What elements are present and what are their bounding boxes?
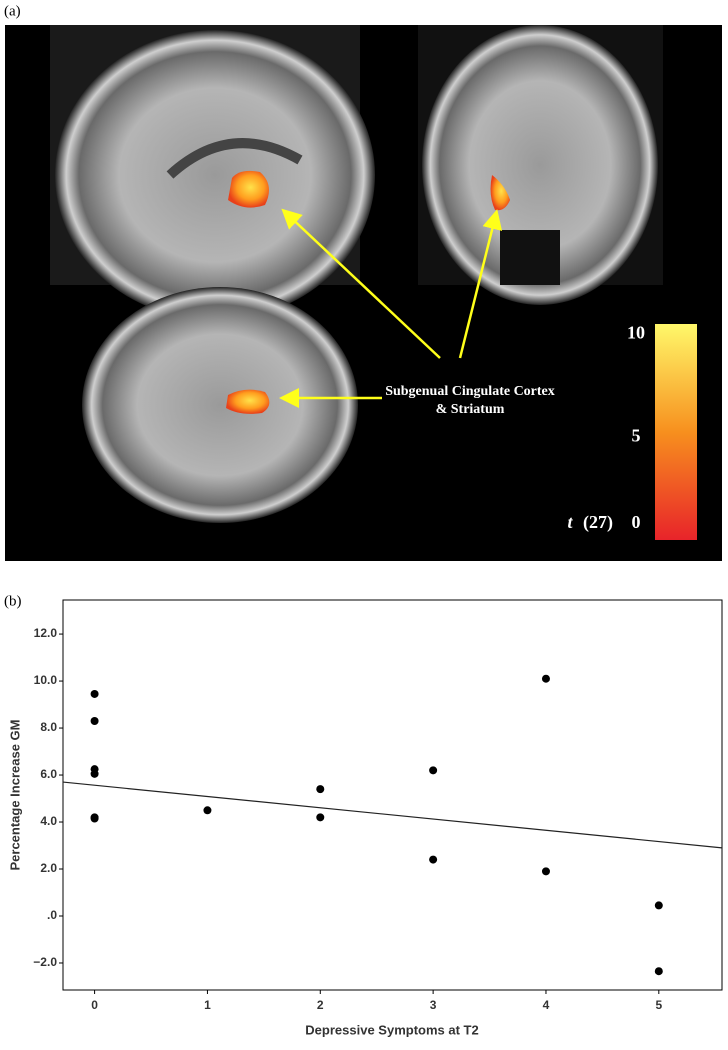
colorbar-tick-label: 0 bbox=[632, 512, 641, 532]
axial-slice bbox=[82, 287, 358, 523]
y-tick-label: 12.0 bbox=[34, 626, 58, 640]
x-tick-label: 4 bbox=[543, 998, 550, 1012]
y-tick-label: 10.0 bbox=[34, 673, 58, 687]
panel-label: (b) bbox=[4, 593, 22, 609]
y-tick-label: 8.0 bbox=[40, 720, 57, 734]
point bbox=[90, 689, 99, 698]
x-tick-label: 0 bbox=[91, 998, 98, 1012]
x-tick-label: 3 bbox=[430, 998, 437, 1012]
colorbar bbox=[655, 324, 697, 540]
brain-outline bbox=[82, 287, 358, 523]
colorbar-tick-label: 5 bbox=[632, 425, 641, 445]
point bbox=[654, 901, 663, 910]
brain-outline bbox=[55, 30, 375, 320]
point bbox=[316, 785, 325, 794]
coronal-slice bbox=[418, 25, 663, 305]
arrow bbox=[281, 208, 441, 359]
activation-blob bbox=[226, 389, 270, 414]
y-tick-label: 6.0 bbox=[40, 767, 57, 781]
colorbar-variable: t bbox=[567, 512, 573, 532]
plot-frame bbox=[62, 599, 723, 991]
x-tick-label: 5 bbox=[655, 998, 662, 1012]
point bbox=[429, 855, 438, 864]
point bbox=[90, 769, 99, 778]
point bbox=[316, 813, 325, 822]
arrow bbox=[458, 209, 503, 359]
point bbox=[654, 967, 663, 976]
x-tick-label: 1 bbox=[204, 998, 211, 1012]
point bbox=[203, 806, 212, 815]
point bbox=[90, 814, 99, 823]
annotation: & Striatum bbox=[436, 402, 505, 417]
point bbox=[429, 766, 438, 775]
activation-blob bbox=[490, 175, 510, 211]
y-tick-label: 4.0 bbox=[40, 814, 57, 828]
y-tick-label: .0 bbox=[47, 908, 57, 922]
panel-label: (a) bbox=[4, 3, 21, 19]
slice-shadow bbox=[500, 230, 560, 285]
annotation: Subgenual Cingulate Cortex bbox=[385, 384, 555, 399]
point bbox=[90, 716, 99, 725]
sagittal-slice bbox=[50, 25, 375, 320]
y-tick-label: 2.0 bbox=[40, 861, 57, 875]
point bbox=[541, 674, 550, 683]
point bbox=[541, 867, 550, 876]
brain-outline bbox=[422, 25, 658, 305]
y-tick-label: −2.0 bbox=[33, 955, 57, 969]
y-axis-title: Percentage Increase GM bbox=[7, 719, 22, 870]
colorbar-tick-label: 10 bbox=[627, 322, 645, 342]
colorbar-df: (27) bbox=[583, 512, 613, 533]
fit-line bbox=[62, 781, 723, 849]
annotation-arrows bbox=[279, 208, 503, 408]
corpus-callosum bbox=[166, 138, 303, 179]
activation-blob bbox=[228, 170, 269, 208]
x-axis-title: Depressive Symptoms at T2 bbox=[305, 1022, 478, 1037]
x-tick-label: 2 bbox=[317, 998, 324, 1012]
